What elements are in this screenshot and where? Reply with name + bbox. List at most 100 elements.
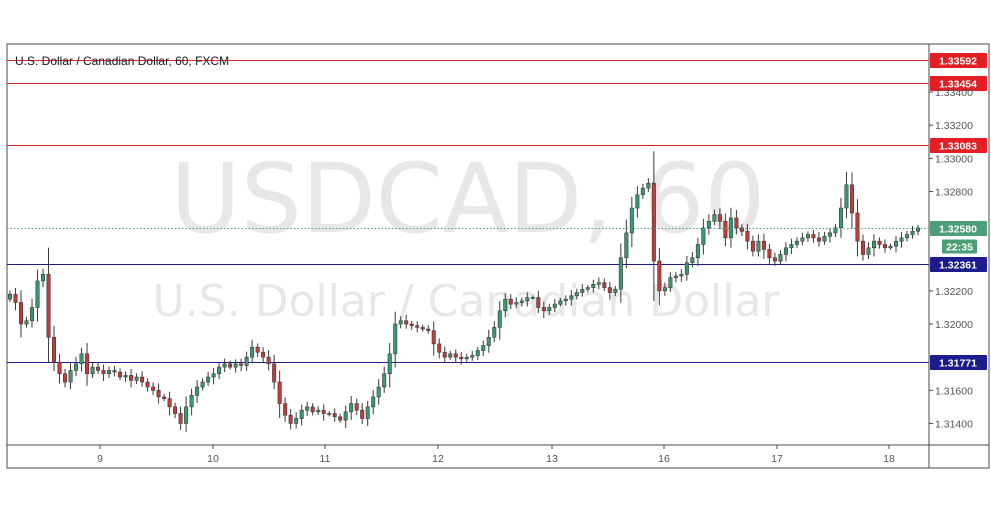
candle-body: [13, 293, 18, 303]
candle: [376, 378, 381, 405]
candle-body: [734, 217, 739, 229]
candle-body: [767, 249, 772, 259]
candle: [811, 230, 816, 243]
candle-body: [822, 235, 827, 242]
candle: [893, 236, 898, 253]
candle: [624, 219, 629, 269]
candle-body: [706, 221, 711, 229]
candle-body: [558, 300, 563, 305]
candle-body: [178, 413, 183, 424]
x-tick-label: 18: [883, 453, 895, 465]
candle: [239, 358, 244, 372]
candle-body: [354, 403, 359, 411]
candle-body: [129, 375, 134, 381]
candle: [640, 183, 645, 199]
candle-body: [327, 413, 332, 415]
candle-body: [684, 262, 689, 275]
candle: [305, 401, 310, 416]
candle: [778, 250, 783, 265]
candle: [101, 364, 106, 381]
price-axis[interactable]: 1.31400 1.31600 1.32000 1.32200 1.32800 1.330…: [929, 87, 973, 430]
candle-body: [833, 227, 838, 234]
candle: [112, 365, 117, 377]
candle: [90, 362, 95, 378]
candle: [541, 301, 546, 319]
candle-body: [838, 207, 843, 229]
candle-body: [442, 351, 447, 358]
candle: [277, 370, 282, 418]
candle-body: [134, 376, 139, 381]
candle: [800, 232, 805, 246]
candle: [272, 354, 277, 390]
candle: [668, 272, 673, 292]
candle-body: [156, 390, 161, 398]
candle: [888, 243, 893, 250]
candle-body: [899, 237, 904, 242]
candle-body: [844, 184, 849, 209]
candle-body: [640, 187, 645, 196]
candle-body: [690, 257, 695, 264]
candle-body: [800, 237, 805, 242]
candle: [57, 354, 62, 384]
candle: [156, 383, 161, 404]
candle: [250, 339, 255, 364]
candle: [398, 316, 403, 329]
candle-body: [679, 274, 684, 277]
candle: [761, 233, 766, 259]
candle: [739, 224, 744, 237]
candle-body: [57, 361, 62, 375]
candle: [552, 299, 557, 313]
candle-body: [541, 307, 546, 312]
candle-body: [668, 277, 673, 288]
candle: [816, 232, 821, 247]
candle: [217, 362, 222, 380]
y-tick-label: 1.31600: [935, 385, 973, 397]
candle: [200, 378, 205, 391]
candle: [145, 378, 150, 392]
candle-body: [167, 398, 172, 408]
candle-body: [90, 366, 95, 375]
candle-body: [646, 182, 651, 189]
candle: [173, 402, 178, 419]
countdown-tag: 22:35: [942, 239, 977, 254]
candle-body: [591, 283, 596, 288]
candle-body: [52, 336, 57, 363]
candle-body: [140, 376, 145, 383]
candle-body: [101, 370, 106, 375]
candle: [547, 303, 552, 315]
time-axis[interactable]: 9 10 11 12 13 16 17 18: [97, 445, 895, 465]
candle-body: [789, 244, 794, 249]
candle-body: [877, 240, 882, 245]
candle-body: [316, 409, 321, 413]
candle-body: [849, 184, 854, 214]
candle: [596, 277, 601, 290]
candle: [24, 316, 29, 328]
x-tick-label: 9: [97, 453, 103, 465]
candle-body: [404, 320, 409, 325]
candle: [118, 368, 123, 381]
candle: [684, 256, 689, 281]
x-tick-label: 11: [320, 453, 331, 465]
candle-body: [222, 363, 227, 368]
candle-body: [195, 386, 200, 396]
candle-body: [420, 327, 425, 330]
candle: [717, 208, 722, 230]
candle: [195, 380, 200, 403]
candle: [838, 197, 843, 238]
y-tick-label: 1.33400: [935, 87, 973, 99]
candle: [613, 286, 618, 297]
candle-body: [277, 381, 282, 404]
candle: [860, 234, 865, 261]
chart-frame: [6, 43, 990, 469]
candle: [877, 237, 882, 249]
candle-body: [415, 325, 420, 328]
candle: [475, 346, 480, 361]
candle-body: [464, 356, 469, 360]
level-label: 1.33592: [939, 56, 977, 68]
candle: [690, 252, 695, 268]
candle: [178, 406, 183, 430]
candle: [915, 224, 921, 236]
candle-body: [459, 356, 464, 360]
x-tick-label: 10: [207, 453, 219, 465]
